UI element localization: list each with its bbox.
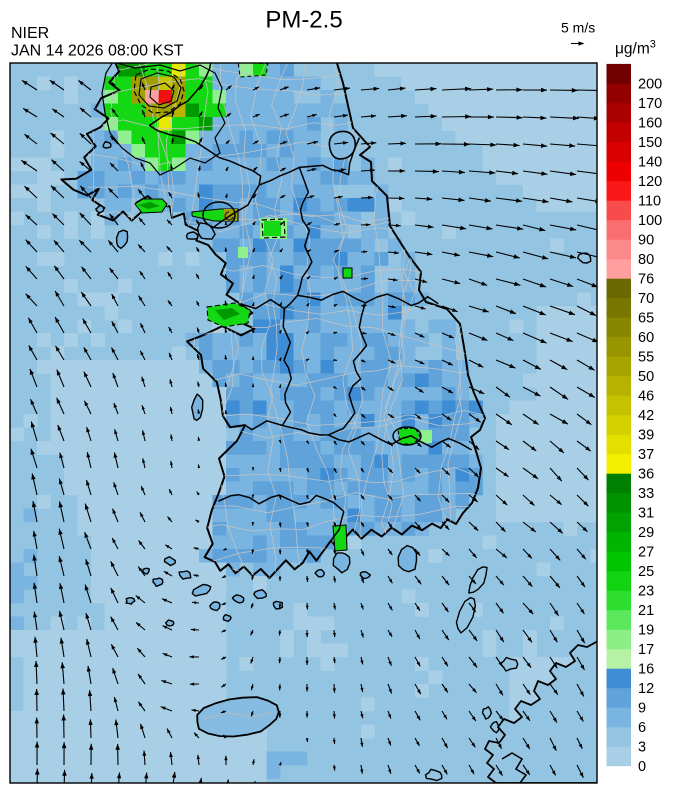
svg-text:17: 17 xyxy=(638,642,654,658)
svg-text:150: 150 xyxy=(638,135,662,151)
svg-text:33: 33 xyxy=(638,486,654,502)
svg-text:0: 0 xyxy=(638,759,646,775)
svg-text:31: 31 xyxy=(638,506,654,522)
svg-text:JAN 14 2026 08:00 KST: JAN 14 2026 08:00 KST xyxy=(11,43,184,60)
svg-text:140: 140 xyxy=(638,155,662,171)
svg-text:60: 60 xyxy=(638,330,654,346)
svg-text:76: 76 xyxy=(638,272,654,288)
svg-text:19: 19 xyxy=(638,623,654,639)
svg-text:42: 42 xyxy=(638,408,654,424)
svg-text:12: 12 xyxy=(638,681,654,697)
svg-text:36: 36 xyxy=(638,467,654,483)
svg-text:55: 55 xyxy=(638,350,654,366)
svg-text:110: 110 xyxy=(638,194,661,210)
svg-text:23: 23 xyxy=(638,584,654,600)
svg-text:65: 65 xyxy=(638,311,654,327)
svg-text:3: 3 xyxy=(638,740,646,756)
svg-text:5 m/s: 5 m/s xyxy=(561,20,595,36)
svg-text:16: 16 xyxy=(638,662,654,678)
svg-text:90: 90 xyxy=(638,233,654,249)
svg-text:6: 6 xyxy=(638,720,646,736)
svg-text:160: 160 xyxy=(638,116,662,132)
svg-text:27: 27 xyxy=(638,545,654,561)
svg-text:70: 70 xyxy=(638,291,654,307)
svg-text:170: 170 xyxy=(638,96,662,112)
svg-text:25: 25 xyxy=(638,564,654,580)
svg-text:29: 29 xyxy=(638,525,654,541)
svg-text:μg/m3: μg/m3 xyxy=(615,39,656,58)
svg-text:200: 200 xyxy=(638,77,662,93)
svg-text:PM-2.5: PM-2.5 xyxy=(265,7,342,34)
svg-text:50: 50 xyxy=(638,369,654,385)
svg-text:21: 21 xyxy=(638,603,654,619)
svg-text:39: 39 xyxy=(638,428,654,444)
svg-text:37: 37 xyxy=(638,447,654,463)
svg-text:NIER: NIER xyxy=(11,25,49,42)
svg-text:46: 46 xyxy=(638,389,654,405)
svg-text:9: 9 xyxy=(638,701,646,717)
svg-text:80: 80 xyxy=(638,252,654,268)
svg-text:100: 100 xyxy=(638,213,662,229)
svg-text:120: 120 xyxy=(638,174,662,190)
